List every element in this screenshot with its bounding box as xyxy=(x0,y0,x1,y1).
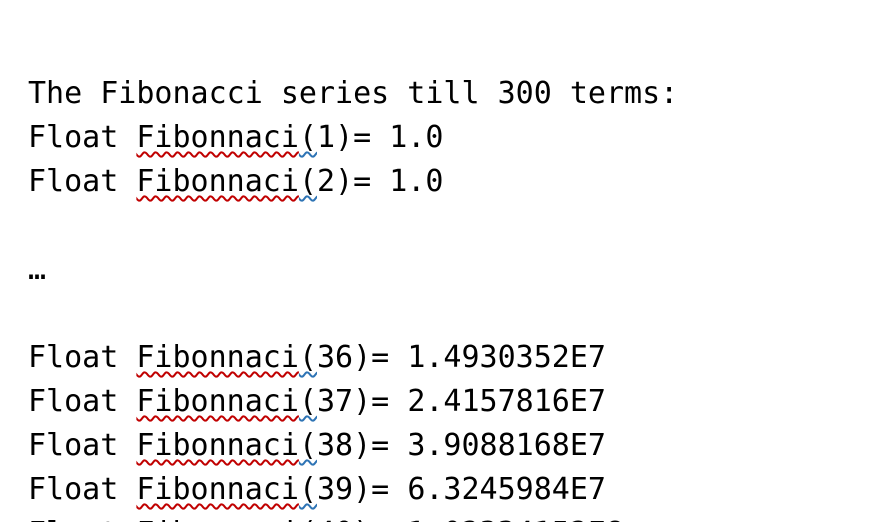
misspelled-word: Fibonnaci xyxy=(136,428,299,463)
output-line: Float Fibonnaci(38)= 3.9088168E7 xyxy=(28,424,842,468)
index-number: 37 xyxy=(317,384,353,419)
index-number: 39 xyxy=(317,472,353,507)
grammar-marked: ( xyxy=(299,516,317,522)
equals-text: )= xyxy=(353,472,407,507)
equals-text: )= xyxy=(335,164,389,199)
prefix-text: Float xyxy=(28,340,136,375)
value-text: 6.3245984E7 xyxy=(407,472,606,507)
index-number: 2 xyxy=(317,164,335,199)
heading-line: The Fibonacci series till 300 terms: xyxy=(28,72,842,116)
equals-text: )= xyxy=(335,120,389,155)
output-line: Float Fibonnaci(36)= 1.4930352E7 xyxy=(28,336,842,380)
misspelled-word: Fibonnaci xyxy=(136,472,299,507)
equals-text: )= xyxy=(353,384,407,419)
prefix-text: Float xyxy=(28,428,136,463)
ellipsis-line: … xyxy=(28,248,842,292)
misspelled-word: Fibonnaci xyxy=(136,384,299,419)
value-text: 1.4930352E7 xyxy=(407,340,606,375)
value-text: 2.4157816E7 xyxy=(407,384,606,419)
misspelled-word: Fibonnaci xyxy=(136,516,299,522)
blank-line xyxy=(28,292,842,336)
index-number: 40 xyxy=(317,516,353,522)
index-number: 38 xyxy=(317,428,353,463)
output-line: Float Fibonnaci(37)= 2.4157816E7 xyxy=(28,380,842,424)
grammar-marked: ( xyxy=(299,120,317,155)
prefix-text: Float xyxy=(28,384,136,419)
index-number: 36 xyxy=(317,340,353,375)
misspelled-word: Fibonnaci xyxy=(136,340,299,375)
prefix-text: Float xyxy=(28,164,136,199)
misspelled-word: Fibonnaci xyxy=(136,120,299,155)
prefix-text: Float xyxy=(28,472,136,507)
value-text: 3.9088168E7 xyxy=(407,428,606,463)
output-line: Float Fibonnaci(40)= 1.02334152E8 xyxy=(28,512,842,522)
prefix-text: Float xyxy=(28,516,136,522)
prefix-text: Float xyxy=(28,120,136,155)
document-page: The Fibonacci series till 300 terms:Floa… xyxy=(0,0,870,522)
value-text: 1.0 xyxy=(389,164,443,199)
equals-text: )= xyxy=(353,340,407,375)
grammar-marked: ( xyxy=(299,384,317,419)
index-number: 1 xyxy=(317,120,335,155)
value-text: 1.0 xyxy=(389,120,443,155)
grammar-marked: ( xyxy=(299,428,317,463)
misspelled-word: Fibonnaci xyxy=(136,164,299,199)
equals-text: )= xyxy=(353,428,407,463)
output-line: Float Fibonnaci(39)= 6.3245984E7 xyxy=(28,468,842,512)
output-line: Float Fibonnaci(2)= 1.0 xyxy=(28,160,842,204)
grammar-marked: ( xyxy=(299,340,317,375)
equals-text: )= xyxy=(353,516,407,522)
output-line: Float Fibonnaci(1)= 1.0 xyxy=(28,116,842,160)
blank-line xyxy=(28,204,842,248)
grammar-marked: ( xyxy=(299,472,317,507)
grammar-marked: ( xyxy=(299,164,317,199)
value-text: 1.02334152E8 xyxy=(407,516,624,522)
